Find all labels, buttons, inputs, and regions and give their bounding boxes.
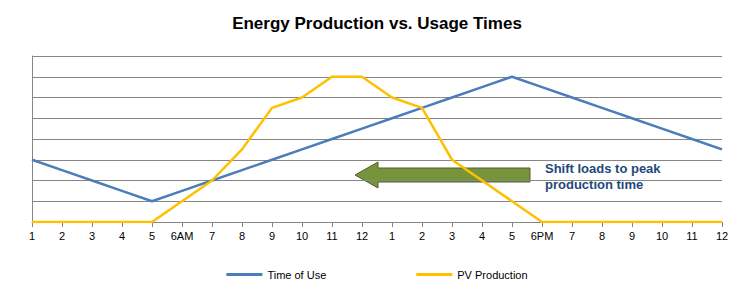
svg-text:4: 4 bbox=[119, 230, 125, 242]
svg-text:2: 2 bbox=[419, 230, 425, 242]
svg-text:5: 5 bbox=[509, 230, 515, 242]
svg-text:1: 1 bbox=[29, 230, 35, 242]
svg-text:3: 3 bbox=[449, 230, 455, 242]
svg-text:11: 11 bbox=[326, 230, 337, 242]
svg-text:production time: production time bbox=[545, 177, 643, 192]
svg-text:4: 4 bbox=[479, 230, 485, 242]
svg-text:2: 2 bbox=[59, 230, 65, 242]
svg-text:6PM: 6PM bbox=[531, 230, 554, 242]
svg-text:12: 12 bbox=[356, 230, 368, 242]
svg-text:3: 3 bbox=[89, 230, 95, 242]
svg-text:11: 11 bbox=[686, 230, 697, 242]
svg-text:8: 8 bbox=[599, 230, 605, 242]
svg-text:10: 10 bbox=[656, 230, 668, 242]
svg-text:5: 5 bbox=[149, 230, 155, 242]
svg-text:Energy Production vs. Usage Ti: Energy Production vs. Usage Times bbox=[232, 14, 522, 33]
svg-text:9: 9 bbox=[269, 230, 275, 242]
svg-text:Time of Use: Time of Use bbox=[267, 269, 326, 281]
svg-text:8: 8 bbox=[239, 230, 245, 242]
svg-text:10: 10 bbox=[296, 230, 308, 242]
svg-text:9: 9 bbox=[629, 230, 635, 242]
svg-text:7: 7 bbox=[569, 230, 575, 242]
svg-text:12: 12 bbox=[716, 230, 728, 242]
svg-text:PV Production: PV Production bbox=[457, 269, 527, 281]
svg-text:Shift loads to peak: Shift loads to peak bbox=[545, 161, 664, 176]
svg-text:1: 1 bbox=[389, 230, 395, 242]
svg-text:6AM: 6AM bbox=[171, 230, 194, 242]
svg-text:7: 7 bbox=[209, 230, 215, 242]
